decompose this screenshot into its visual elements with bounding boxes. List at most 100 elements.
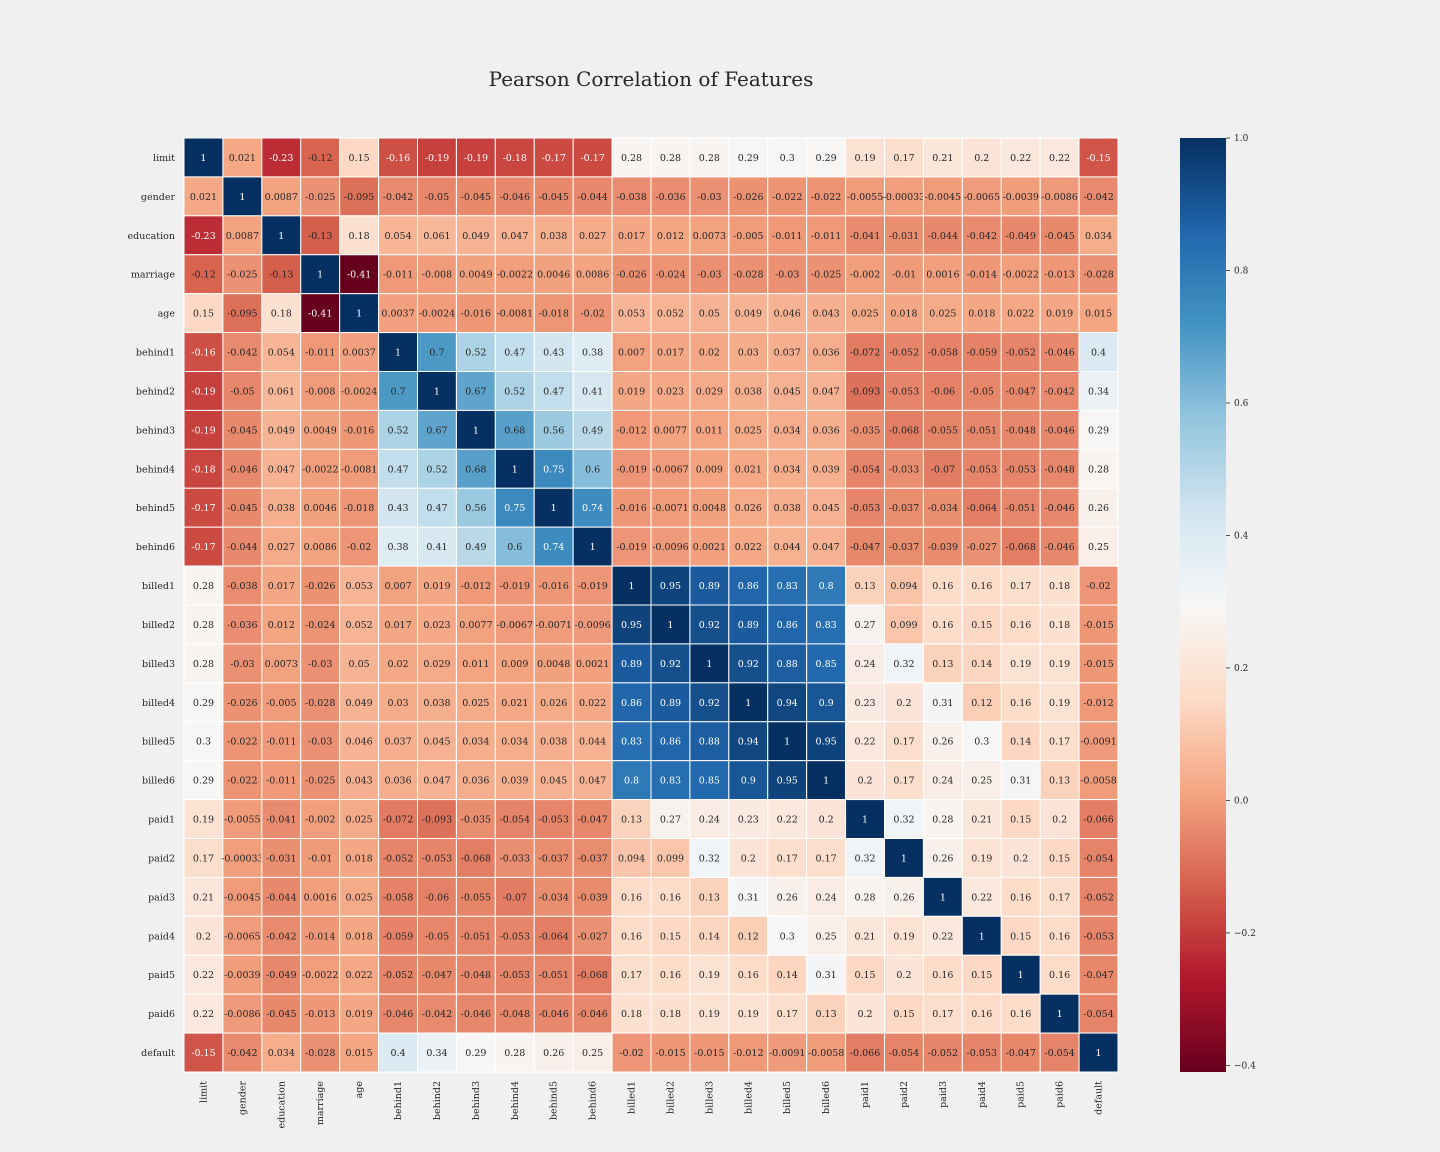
cell-value-label: -0.046 (461, 1009, 491, 1020)
cell-value-label: 0.27 (660, 815, 681, 826)
heatmap-cell (806, 915, 847, 956)
heatmap-cell (300, 1032, 341, 1073)
heatmap-cell (845, 137, 885, 178)
heatmap-cell (767, 954, 808, 995)
cell-value-label: 0.0046 (304, 503, 337, 514)
cell-value-label: -0.23 (269, 153, 293, 164)
cell-value-label: -0.093 (850, 386, 880, 397)
cell-value-label: 0.31 (738, 892, 759, 903)
heatmap-cell (1000, 604, 1041, 645)
cell-value-label: 0.21 (971, 815, 992, 826)
heatmap-cell (417, 526, 457, 567)
cell-value-label: 0.034 (501, 737, 528, 748)
cell-value-label: 0.054 (268, 348, 295, 359)
cell-value-label: 0.019 (1046, 309, 1073, 320)
cell-value-label: 0.88 (777, 659, 798, 670)
heatmap-cell (689, 643, 730, 684)
cell-value-label: 0.83 (660, 776, 681, 787)
cell-value-label: 0.018 (890, 309, 917, 320)
cell-value-label: 0.83 (816, 620, 837, 631)
y-tick-label: behind3 (136, 425, 175, 436)
cell-value-label: 1 (434, 386, 440, 397)
cell-value-label: -0.064 (967, 503, 997, 514)
heatmap-cell (961, 1032, 1002, 1073)
cell-value-label: 0.023 (423, 620, 450, 631)
cell-value-label: -0.026 (733, 192, 763, 203)
cell-value-label: -0.15 (1086, 153, 1110, 164)
heatmap-cell (300, 682, 341, 723)
heatmap-cell (261, 1032, 302, 1073)
colorbar-tick-label: 0.2 (1234, 664, 1248, 674)
cell-value-label: 0.054 (384, 231, 411, 242)
colorbar-gradient (1180, 138, 1226, 1072)
cell-value-label: 0.29 (465, 1048, 486, 1059)
cell-value-label: 0.038 (774, 503, 801, 514)
cell-value-label: 0.052 (657, 309, 684, 320)
heatmap-cell (845, 526, 885, 567)
cell-value-label: -0.048 (461, 970, 491, 981)
y-tick-label: billed2 (142, 620, 175, 631)
cell-value-label: -0.053 (967, 464, 997, 475)
heatmap-cell (494, 487, 535, 528)
cell-value-label: 1 (200, 153, 206, 164)
cell-value-label: 0.02 (387, 659, 408, 670)
cell-value-label: -0.034 (928, 503, 958, 514)
cell-value-label: -0.059 (383, 931, 413, 942)
heatmap-cell (728, 643, 769, 684)
heatmap-cell (1000, 293, 1041, 334)
heatmap-cell (261, 332, 302, 373)
cell-value-label: 0.0086 (304, 542, 337, 553)
cell-value-label: -0.0091 (1080, 737, 1116, 748)
cell-value-label: -0.037 (577, 853, 607, 864)
heatmap-cell (572, 565, 613, 606)
heatmap-cell (261, 993, 302, 1034)
cell-value-label: 0.053 (618, 309, 645, 320)
cell-value-label: 0.025 (346, 892, 373, 903)
cell-value-label: -0.17 (580, 153, 604, 164)
cell-value-label: -0.018 (538, 309, 568, 320)
y-tick-label: age (158, 309, 176, 320)
heatmap-cell (533, 254, 574, 295)
heatmap-cell (611, 915, 652, 956)
cell-value-label: 0.039 (501, 776, 528, 787)
heatmap-cell (494, 682, 535, 723)
heatmap-cell (572, 526, 613, 567)
cell-value-label: 0.015 (1085, 309, 1112, 320)
heatmap-cell (222, 915, 263, 956)
heatmap-cell (533, 487, 574, 528)
cell-value-label: -0.031 (889, 231, 919, 242)
cell-value-label: -0.01 (308, 853, 332, 864)
heatmap-cell (845, 1032, 885, 1073)
cell-value-label: 0.15 (1049, 853, 1070, 864)
cell-value-label: 0.92 (738, 659, 759, 670)
cell-value-label: 0.018 (346, 853, 373, 864)
heatmap-cell (261, 448, 302, 489)
heatmap-cell (339, 254, 380, 295)
cell-value-label: 0.28 (660, 153, 681, 164)
cell-value-label: 0.92 (660, 659, 681, 670)
heatmap-cell (611, 1032, 652, 1073)
heatmap-cell (261, 254, 302, 295)
cell-value-label: 1 (940, 892, 946, 903)
heatmap-cell (728, 254, 769, 295)
heatmap-cell (845, 954, 885, 995)
colorbar-tick-label: 1.0 (1234, 134, 1249, 144)
y-tick-label: billed6 (142, 776, 175, 787)
heatmap-cell (183, 371, 224, 411)
heatmap-cell (961, 915, 1002, 956)
cell-value-label: -0.06 (425, 892, 449, 903)
cell-value-label: -0.042 (383, 192, 413, 203)
cell-value-label: -0.41 (347, 270, 371, 281)
heatmap-cell (261, 215, 302, 256)
y-tick-label: behind4 (136, 464, 175, 475)
heatmap-cell (378, 993, 419, 1034)
heatmap-cell (1078, 993, 1119, 1034)
heatmap-cell (455, 332, 496, 373)
cell-value-label: -0.048 (1005, 425, 1035, 436)
heatmap-cell (884, 293, 924, 334)
cell-value-label: -0.17 (191, 542, 215, 553)
cell-value-label: -0.0071 (535, 620, 571, 631)
cell-value-label: 1 (1057, 1009, 1063, 1020)
cell-value-label: 0.26 (893, 892, 914, 903)
y-tick-label: billed5 (142, 737, 175, 748)
